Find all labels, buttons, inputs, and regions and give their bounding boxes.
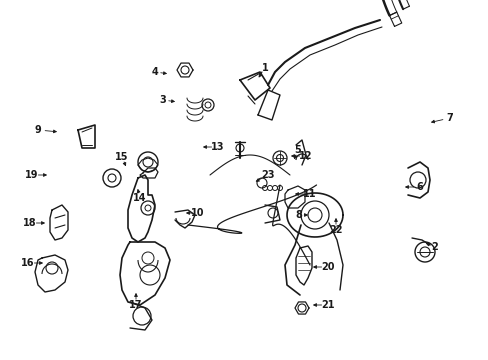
Text: 4: 4 — [151, 67, 158, 77]
Text: 6: 6 — [416, 182, 423, 192]
Text: 7: 7 — [446, 113, 452, 123]
Text: 22: 22 — [328, 225, 342, 235]
Text: 23: 23 — [261, 170, 274, 180]
Text: 16: 16 — [21, 258, 35, 268]
Text: 13: 13 — [211, 142, 224, 152]
Text: 5: 5 — [294, 145, 301, 155]
Text: 19: 19 — [25, 170, 39, 180]
Text: 17: 17 — [129, 300, 142, 310]
Text: 10: 10 — [191, 208, 204, 218]
Text: 3: 3 — [159, 95, 166, 105]
Text: 1: 1 — [261, 63, 268, 73]
Text: 9: 9 — [35, 125, 41, 135]
Text: 21: 21 — [321, 300, 334, 310]
Text: 15: 15 — [115, 152, 128, 162]
Text: 2: 2 — [431, 242, 437, 252]
Text: 8: 8 — [295, 210, 302, 220]
Text: 20: 20 — [321, 262, 334, 272]
Text: 18: 18 — [23, 218, 37, 228]
Text: 14: 14 — [133, 193, 146, 203]
Text: 12: 12 — [299, 151, 312, 161]
Text: 11: 11 — [303, 189, 316, 199]
